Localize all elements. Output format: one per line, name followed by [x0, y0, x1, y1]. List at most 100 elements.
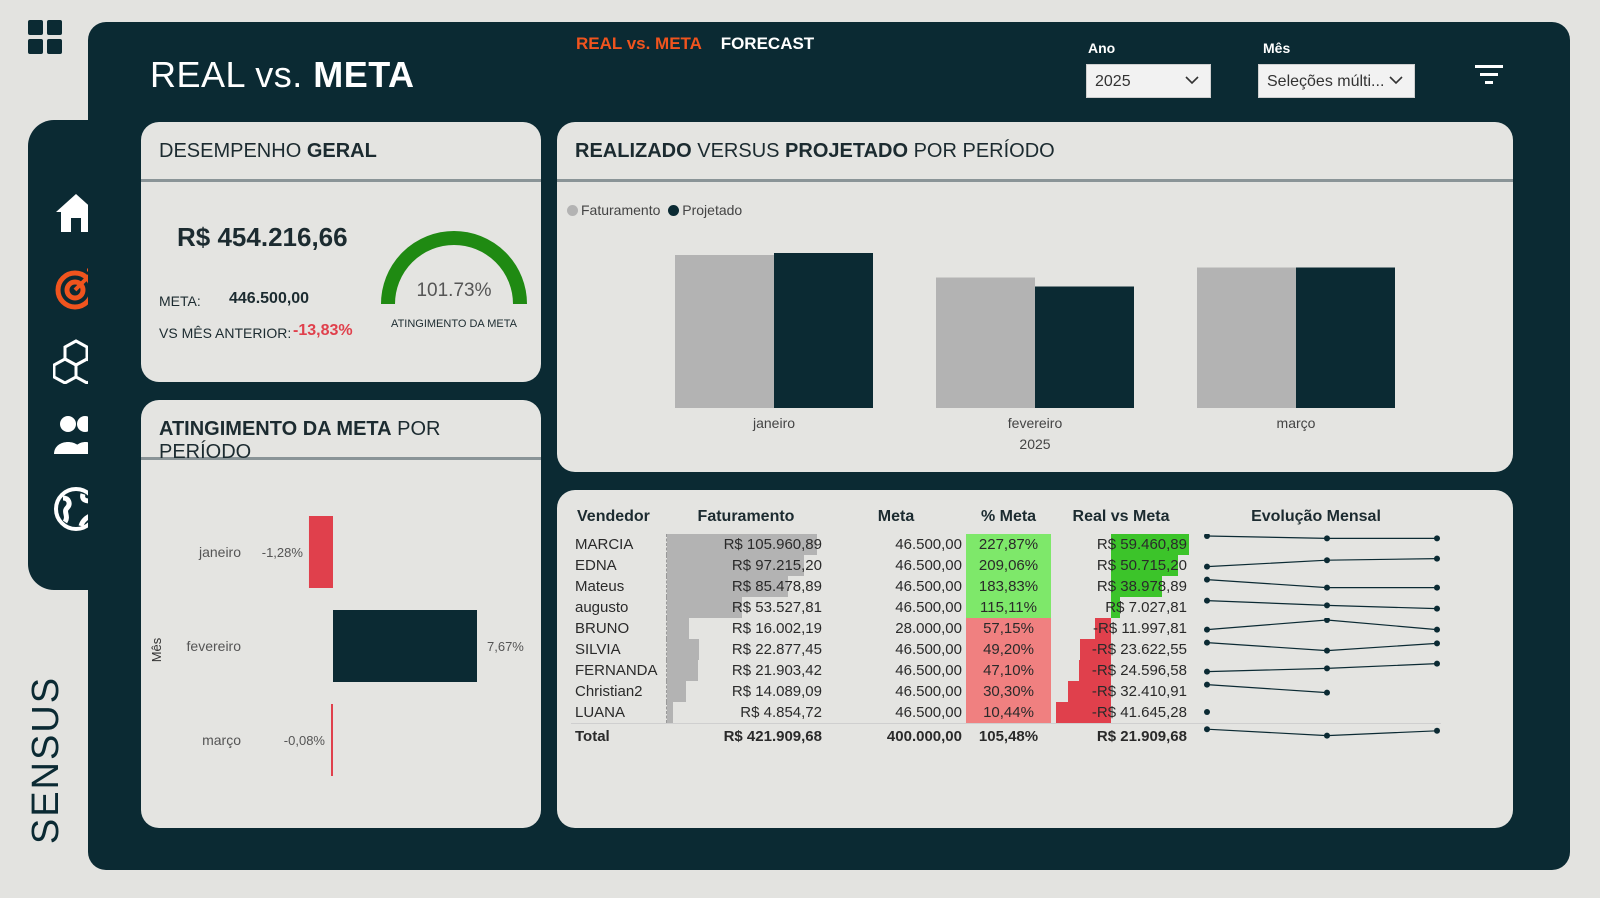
- cell-evolucao: [1191, 555, 1441, 576]
- sparkline-point: [1204, 639, 1210, 646]
- bar-faturamento: [1197, 267, 1296, 408]
- faturamento-value: R$ 14.089,09: [731, 683, 822, 700]
- cell-databar: [666, 597, 743, 618]
- sparkline-point: [1324, 689, 1330, 696]
- col-real-vs-meta[interactable]: Real vs Meta: [1072, 508, 1170, 525]
- faturamento-value: R$ 21.903,42: [731, 662, 822, 679]
- mes-filter-label: Mês: [1263, 40, 1291, 56]
- table-row[interactable]: BRUNO R$ 16.002,19 28.000,00 57,15% -R$ 11.9…: [571, 618, 1441, 639]
- cell-faturamento: R$ 105.960,89: [665, 534, 826, 555]
- chevron-down-icon: [1389, 76, 1403, 85]
- filter-icon[interactable]: [1474, 62, 1504, 88]
- cell-vendedor: augusto: [571, 597, 666, 618]
- sparkline: [1206, 684, 1328, 694]
- cell-meta: 46.500,00: [826, 681, 966, 702]
- kpi-faturamento-value: R$ 454.216,66: [177, 222, 348, 252]
- col-pct-meta[interactable]: % Meta: [980, 508, 1037, 525]
- col-meta[interactable]: Meta: [877, 508, 915, 525]
- vendedores-card: Vendedor Faturamento Meta % Meta Real vs…: [557, 490, 1513, 828]
- sparkline-point: [1204, 563, 1210, 570]
- mes-select[interactable]: Seleções múlti...: [1258, 64, 1415, 98]
- cell-pct-meta: 49,20%: [966, 639, 1051, 660]
- table-row[interactable]: EDNA R$ 97.215,20 46.500,00 209,06% R$ 50.71…: [571, 555, 1441, 576]
- cell-meta: 46.500,00: [826, 639, 966, 660]
- cell-databar: [666, 555, 805, 576]
- cell-total-meta: 400.000,00: [826, 722, 966, 749]
- table-row[interactable]: Christian2 R$ 14.089,09 46.500,00 30,30% -R$…: [571, 681, 1441, 702]
- pct-meta-value: 49,20%: [983, 641, 1034, 658]
- total-pct: 105,48%: [978, 727, 1039, 745]
- home-icon[interactable]: [53, 190, 99, 236]
- vendedor-name: Mateus: [575, 578, 625, 595]
- cell-databar: [666, 618, 690, 639]
- pct-meta-value: 209,06%: [978, 557, 1039, 574]
- cell-real-vs-meta: R$ 38.978,89: [1051, 576, 1191, 597]
- total-faturamento: R$ 421.909,68: [723, 727, 822, 745]
- cell-databar: [666, 681, 687, 702]
- cell-databar: [1111, 555, 1178, 576]
- sparkline-point: [1434, 626, 1440, 633]
- cell-evolucao: [1191, 597, 1441, 618]
- table-row[interactable]: Mateus R$ 85.478,89 46.500,00 183,83% R$ 38.…: [571, 576, 1441, 597]
- pct-meta-value: 57,15%: [983, 620, 1034, 637]
- tab-forecast[interactable]: FORECAST: [720, 34, 815, 53]
- real-vs-meta-value: -R$ 41.645,28: [1091, 703, 1187, 721]
- cell-meta: 46.500,00: [826, 702, 966, 723]
- bar-projetado: [774, 253, 873, 408]
- table-row[interactable]: FERNANDA R$ 21.903,42 46.500,00 47,10% -R$ 2…: [571, 660, 1441, 681]
- cell-evolucao: [1191, 534, 1441, 555]
- cell-real-vs-meta: -R$ 23.622,55: [1051, 639, 1191, 660]
- apps-grid-icon[interactable]: [28, 20, 62, 54]
- atingimento-chart: Mês janeiro -1,28% fevereiro 7,67% março -0,08…: [149, 516, 524, 776]
- ano-select[interactable]: 2025: [1086, 64, 1211, 98]
- tab-real-vs-meta[interactable]: REAL vs. META: [576, 34, 702, 53]
- evolucao-sparkline: [1204, 597, 1440, 612]
- cell-real-vs-meta: R$ 50.715,20: [1051, 555, 1191, 576]
- col-vendedor[interactable]: Vendedor: [577, 508, 650, 525]
- table-row[interactable]: SILVIA R$ 22.877,45 46.500,00 49,20% -R$ 23.…: [571, 639, 1441, 660]
- evolucao-sparkline: [1204, 618, 1440, 633]
- x-tick-label: fevereiro: [1008, 415, 1063, 431]
- real-vs-meta-value: -R$ 11.997,81: [1093, 620, 1187, 637]
- table-row[interactable]: LUANA R$ 4.854,72 46.500,00 10,44% -R$ 41.64…: [571, 702, 1441, 723]
- table-row[interactable]: MARCIA R$ 105.960,89 46.500,00 227,87% R$ 59…: [571, 534, 1441, 555]
- gauge-value: 101.73%: [416, 280, 492, 301]
- cell-pct-meta: 183,83%: [966, 576, 1051, 597]
- sparkline-point: [1204, 597, 1210, 604]
- cell-vendedor: SILVIA: [571, 639, 666, 660]
- vs-mes-anterior-label: VS MÊS ANTERIOR:: [159, 325, 292, 341]
- total-label: Total: [575, 727, 610, 745]
- sparkline-point: [1324, 732, 1330, 739]
- atingimento-bar: [331, 704, 333, 776]
- faturamento-value: R$ 16.002,19: [731, 620, 822, 637]
- sparkline-point: [1434, 555, 1440, 562]
- realizado-title: REALIZADO VERSUS PROJETADO POR PERÍODO: [557, 122, 1513, 182]
- chart-legend: Faturamento Projetado: [567, 202, 742, 218]
- sparkline: [1206, 619, 1438, 631]
- cell-vendedor: Christian2: [571, 681, 666, 702]
- cell-databar: [666, 639, 699, 660]
- evolucao-sparkline: [1204, 660, 1440, 675]
- cell-meta: 46.500,00: [826, 555, 966, 576]
- sparkline-point: [1434, 727, 1440, 734]
- meta-value: 46.500,00: [895, 578, 962, 595]
- real-vs-meta-value: R$ 7.027,81: [1105, 599, 1187, 616]
- bar-projetado: [1035, 286, 1134, 408]
- cell-evolucao: [1191, 702, 1441, 723]
- col-evolucao[interactable]: Evolução Mensal: [1251, 508, 1381, 525]
- gauge-fill: [381, 231, 527, 305]
- cell-faturamento: R$ 21.903,42: [665, 660, 826, 681]
- cell-pct-meta: 227,87%: [966, 534, 1051, 555]
- sparkline: [1206, 535, 1437, 540]
- cell-faturamento: R$ 16.002,19: [665, 618, 826, 639]
- cell-real-vs-meta: R$ 7.027,81: [1051, 597, 1191, 618]
- table-row[interactable]: augusto R$ 53.527,81 46.500,00 115,11% R$ 7.…: [571, 597, 1441, 618]
- sparkline-point: [1324, 665, 1330, 672]
- meta-value: 28.000,00: [895, 620, 962, 637]
- x-tick-label: janeiro: [752, 415, 795, 431]
- bar-category-label: março: [202, 732, 241, 748]
- vendedor-name: SILVIA: [575, 641, 621, 658]
- cell-meta: 46.500,00: [826, 597, 966, 618]
- col-faturamento[interactable]: Faturamento: [697, 508, 795, 525]
- cell-vendedor: EDNA: [571, 555, 666, 576]
